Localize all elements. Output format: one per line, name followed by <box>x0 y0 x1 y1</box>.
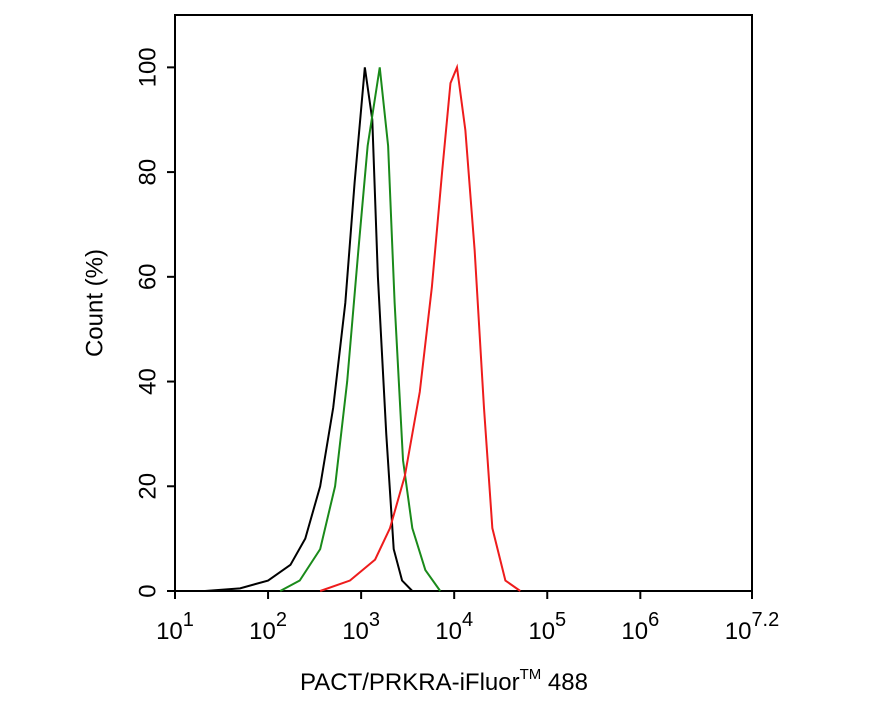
x-tick-label: 104 <box>435 609 473 645</box>
x-tick-exponent: 3 <box>369 609 380 631</box>
x-tick-base: 10 <box>156 618 183 645</box>
y-tick-label: 20 <box>134 473 161 500</box>
x-tick-base: 10 <box>249 618 276 645</box>
series-line <box>319 63 521 592</box>
x-tick-label: 101 <box>156 609 194 645</box>
series-line <box>204 67 414 592</box>
x-tick-exponent: 1 <box>183 609 194 631</box>
x-tick-label: 103 <box>342 609 380 645</box>
x-tick-exponent: 7.2 <box>751 609 779 631</box>
x-tick-exponent: 2 <box>276 609 287 631</box>
y-axis-label: Count (%) <box>81 249 108 357</box>
y-tick-label: 60 <box>134 263 161 290</box>
x-tick-base: 10 <box>621 618 648 645</box>
x-label-sup: TM <box>520 666 542 683</box>
x-tick-base: 10 <box>342 618 369 645</box>
x-tick-base: 10 <box>725 618 752 645</box>
x-tick-exponent: 6 <box>648 609 659 631</box>
y-tick-label: 40 <box>134 368 161 395</box>
x-label-suffix: 488 <box>541 669 588 696</box>
x-label-text: PACT/PRKRA-iFluor <box>300 669 520 696</box>
x-tick-base: 10 <box>528 618 555 645</box>
y-tick-label: 100 <box>134 47 161 87</box>
x-tick-label: 102 <box>249 609 287 645</box>
y-tick-label: 80 <box>134 159 161 186</box>
series-line <box>279 67 442 592</box>
x-tick-label: 105 <box>528 609 566 645</box>
x-tick-exponent: 4 <box>462 609 473 631</box>
x-tick-exponent: 5 <box>555 609 566 631</box>
x-tick-label: 107.2 <box>725 609 780 645</box>
plot-frame <box>174 14 753 592</box>
x-axis-label: PACT/PRKRA-iFluorTM 488 <box>300 666 588 696</box>
x-tick-base: 10 <box>435 618 462 645</box>
y-tick-label: 0 <box>134 584 161 597</box>
x-tick-label: 106 <box>621 609 659 645</box>
